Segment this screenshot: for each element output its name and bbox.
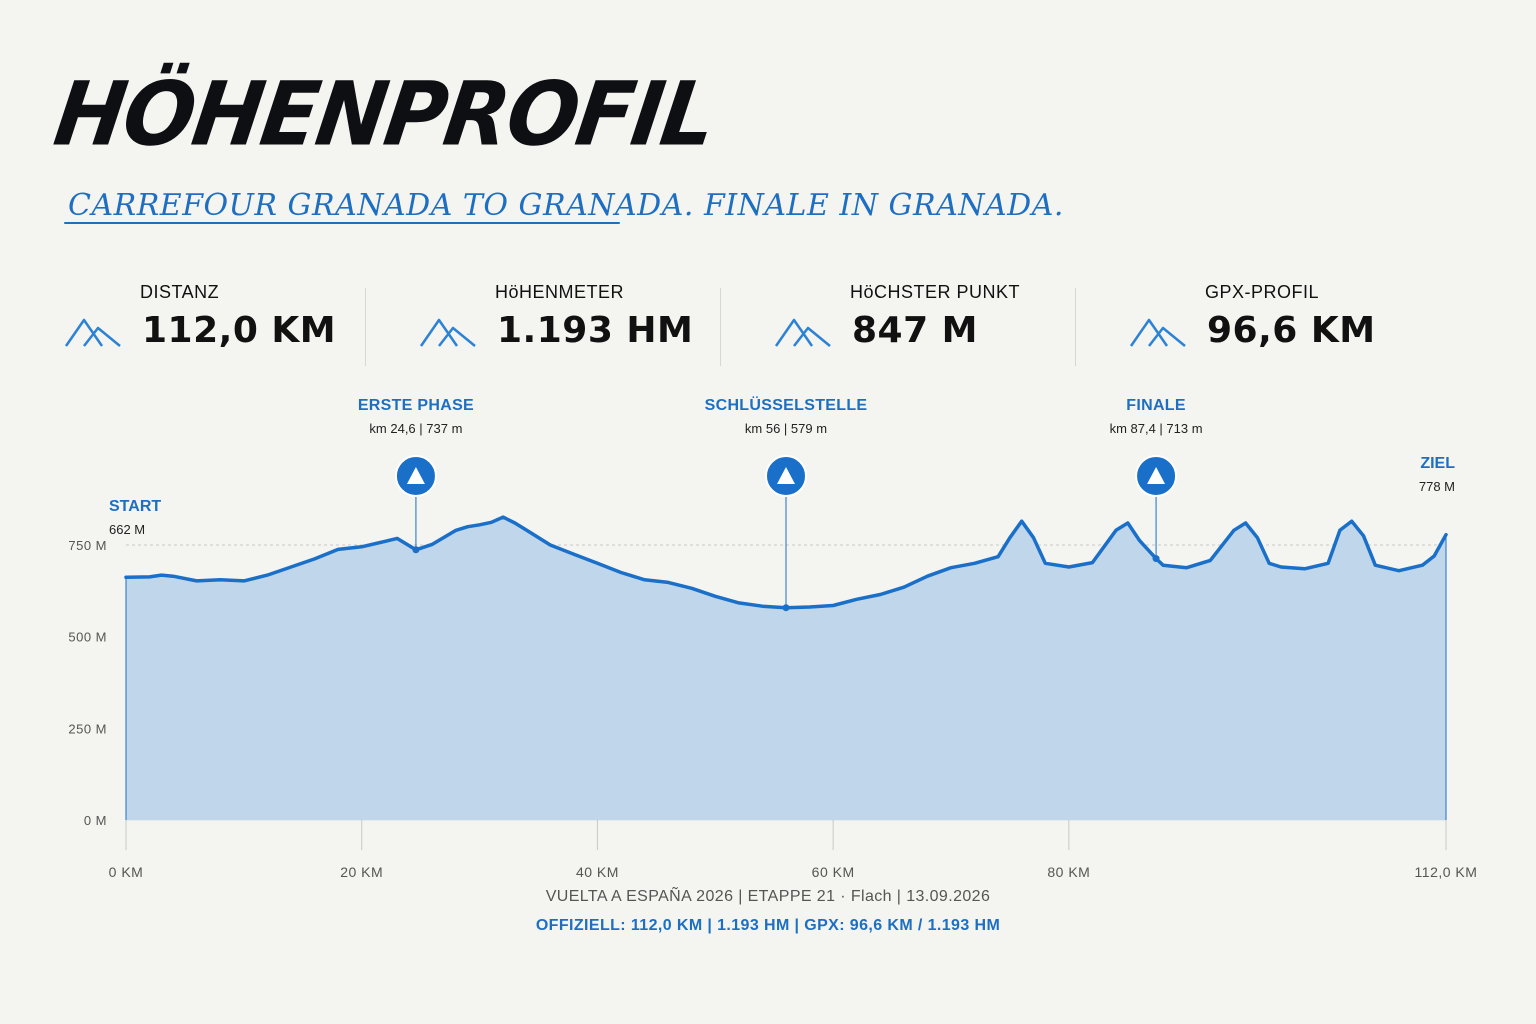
- stat-label: GPX-PROFIL: [1205, 282, 1320, 302]
- marker-detail: km 87,4 | 713 m: [1110, 421, 1203, 436]
- x-tick-label: 112,0 KM: [1415, 864, 1478, 880]
- stat-label: DISTANZ: [140, 282, 220, 302]
- mountain-icon: [64, 318, 121, 347]
- x-tick-label: 20 KM: [340, 864, 383, 880]
- mountain-icon: [777, 467, 795, 484]
- start-elevation: 662 M: [109, 522, 145, 537]
- mountain-icon: [406, 467, 425, 484]
- stat-divider: [720, 288, 721, 366]
- stat-elevation-gain: HöHENMETER 1.193 HM: [419, 282, 749, 362]
- marker-point: [412, 546, 420, 554]
- stat-distance: DISTANZ 112,0 KM: [64, 282, 394, 362]
- marker-title: ERSTE PHASE: [358, 397, 474, 414]
- marker-title: FINALE: [1126, 397, 1186, 414]
- y-tick-label: 500 M: [68, 630, 107, 645]
- stat-value: 847 M: [852, 310, 979, 351]
- marker-point: [782, 604, 790, 612]
- x-tick-label: 80 KM: [1047, 864, 1090, 880]
- stat-value: 1.193 HM: [497, 310, 694, 351]
- elevation-chart: 0 M 250 M 500 M 750 M 0 KM 20 KM 40 KM 60 KM 80 …: [68, 395, 1478, 880]
- footer-info: VUELTA A ESPAÑA 2026 | ETAPPE 21 · Flach…: [545, 888, 991, 905]
- mountain-icon: [1147, 467, 1166, 484]
- subtitle-underline: [64, 222, 620, 224]
- x-tick-label: 60 KM: [812, 864, 855, 880]
- stat-highest-point: HöCHSTER PUNKT 847 M: [774, 282, 1104, 362]
- marker-detail: km 56 | 579 m: [745, 421, 827, 436]
- mountain-icon: [419, 318, 476, 347]
- marker-point: [1152, 555, 1160, 563]
- finish-elevation: 778 M: [1419, 479, 1455, 494]
- y-tick-label: 0 M: [84, 813, 107, 828]
- mountain-icon: [774, 318, 831, 347]
- stat-gpx-profile: GPX-PROFIL 96,6 KM: [1129, 282, 1459, 362]
- stat-value: 96,6 KM: [1207, 310, 1376, 351]
- y-tick-label: 250 M: [68, 721, 107, 736]
- stat-divider: [365, 288, 366, 366]
- stat-divider: [1075, 288, 1076, 366]
- stat-label: HöHENMETER: [495, 282, 625, 302]
- finish-label: ZIEL: [1420, 455, 1455, 472]
- page-subtitle: CARREFOUR GRANADA TO GRANADA. FINALE IN …: [68, 188, 1064, 223]
- page-title: HÖHENPROFIL: [48, 62, 721, 166]
- stat-value: 112,0 KM: [142, 310, 337, 351]
- x-tick-label: 0 KM: [109, 864, 144, 880]
- start-label: START: [109, 498, 161, 515]
- x-tick-label: 40 KM: [576, 864, 619, 880]
- stat-label: HöCHSTER PUNKT: [850, 282, 1021, 302]
- mountain-icon: [1129, 318, 1186, 347]
- marker-title: SCHLÜSSELSTELLE: [705, 395, 868, 414]
- elevation-line: [124, 515, 1448, 610]
- elevation-area: [126, 517, 1446, 820]
- footer-official: OFFIZIELL: 112,0 KM | 1.193 HM | GPX: 96…: [535, 917, 1001, 934]
- y-tick-label: 750 M: [68, 538, 107, 553]
- marker-detail: km 24,6 | 737 m: [369, 421, 462, 436]
